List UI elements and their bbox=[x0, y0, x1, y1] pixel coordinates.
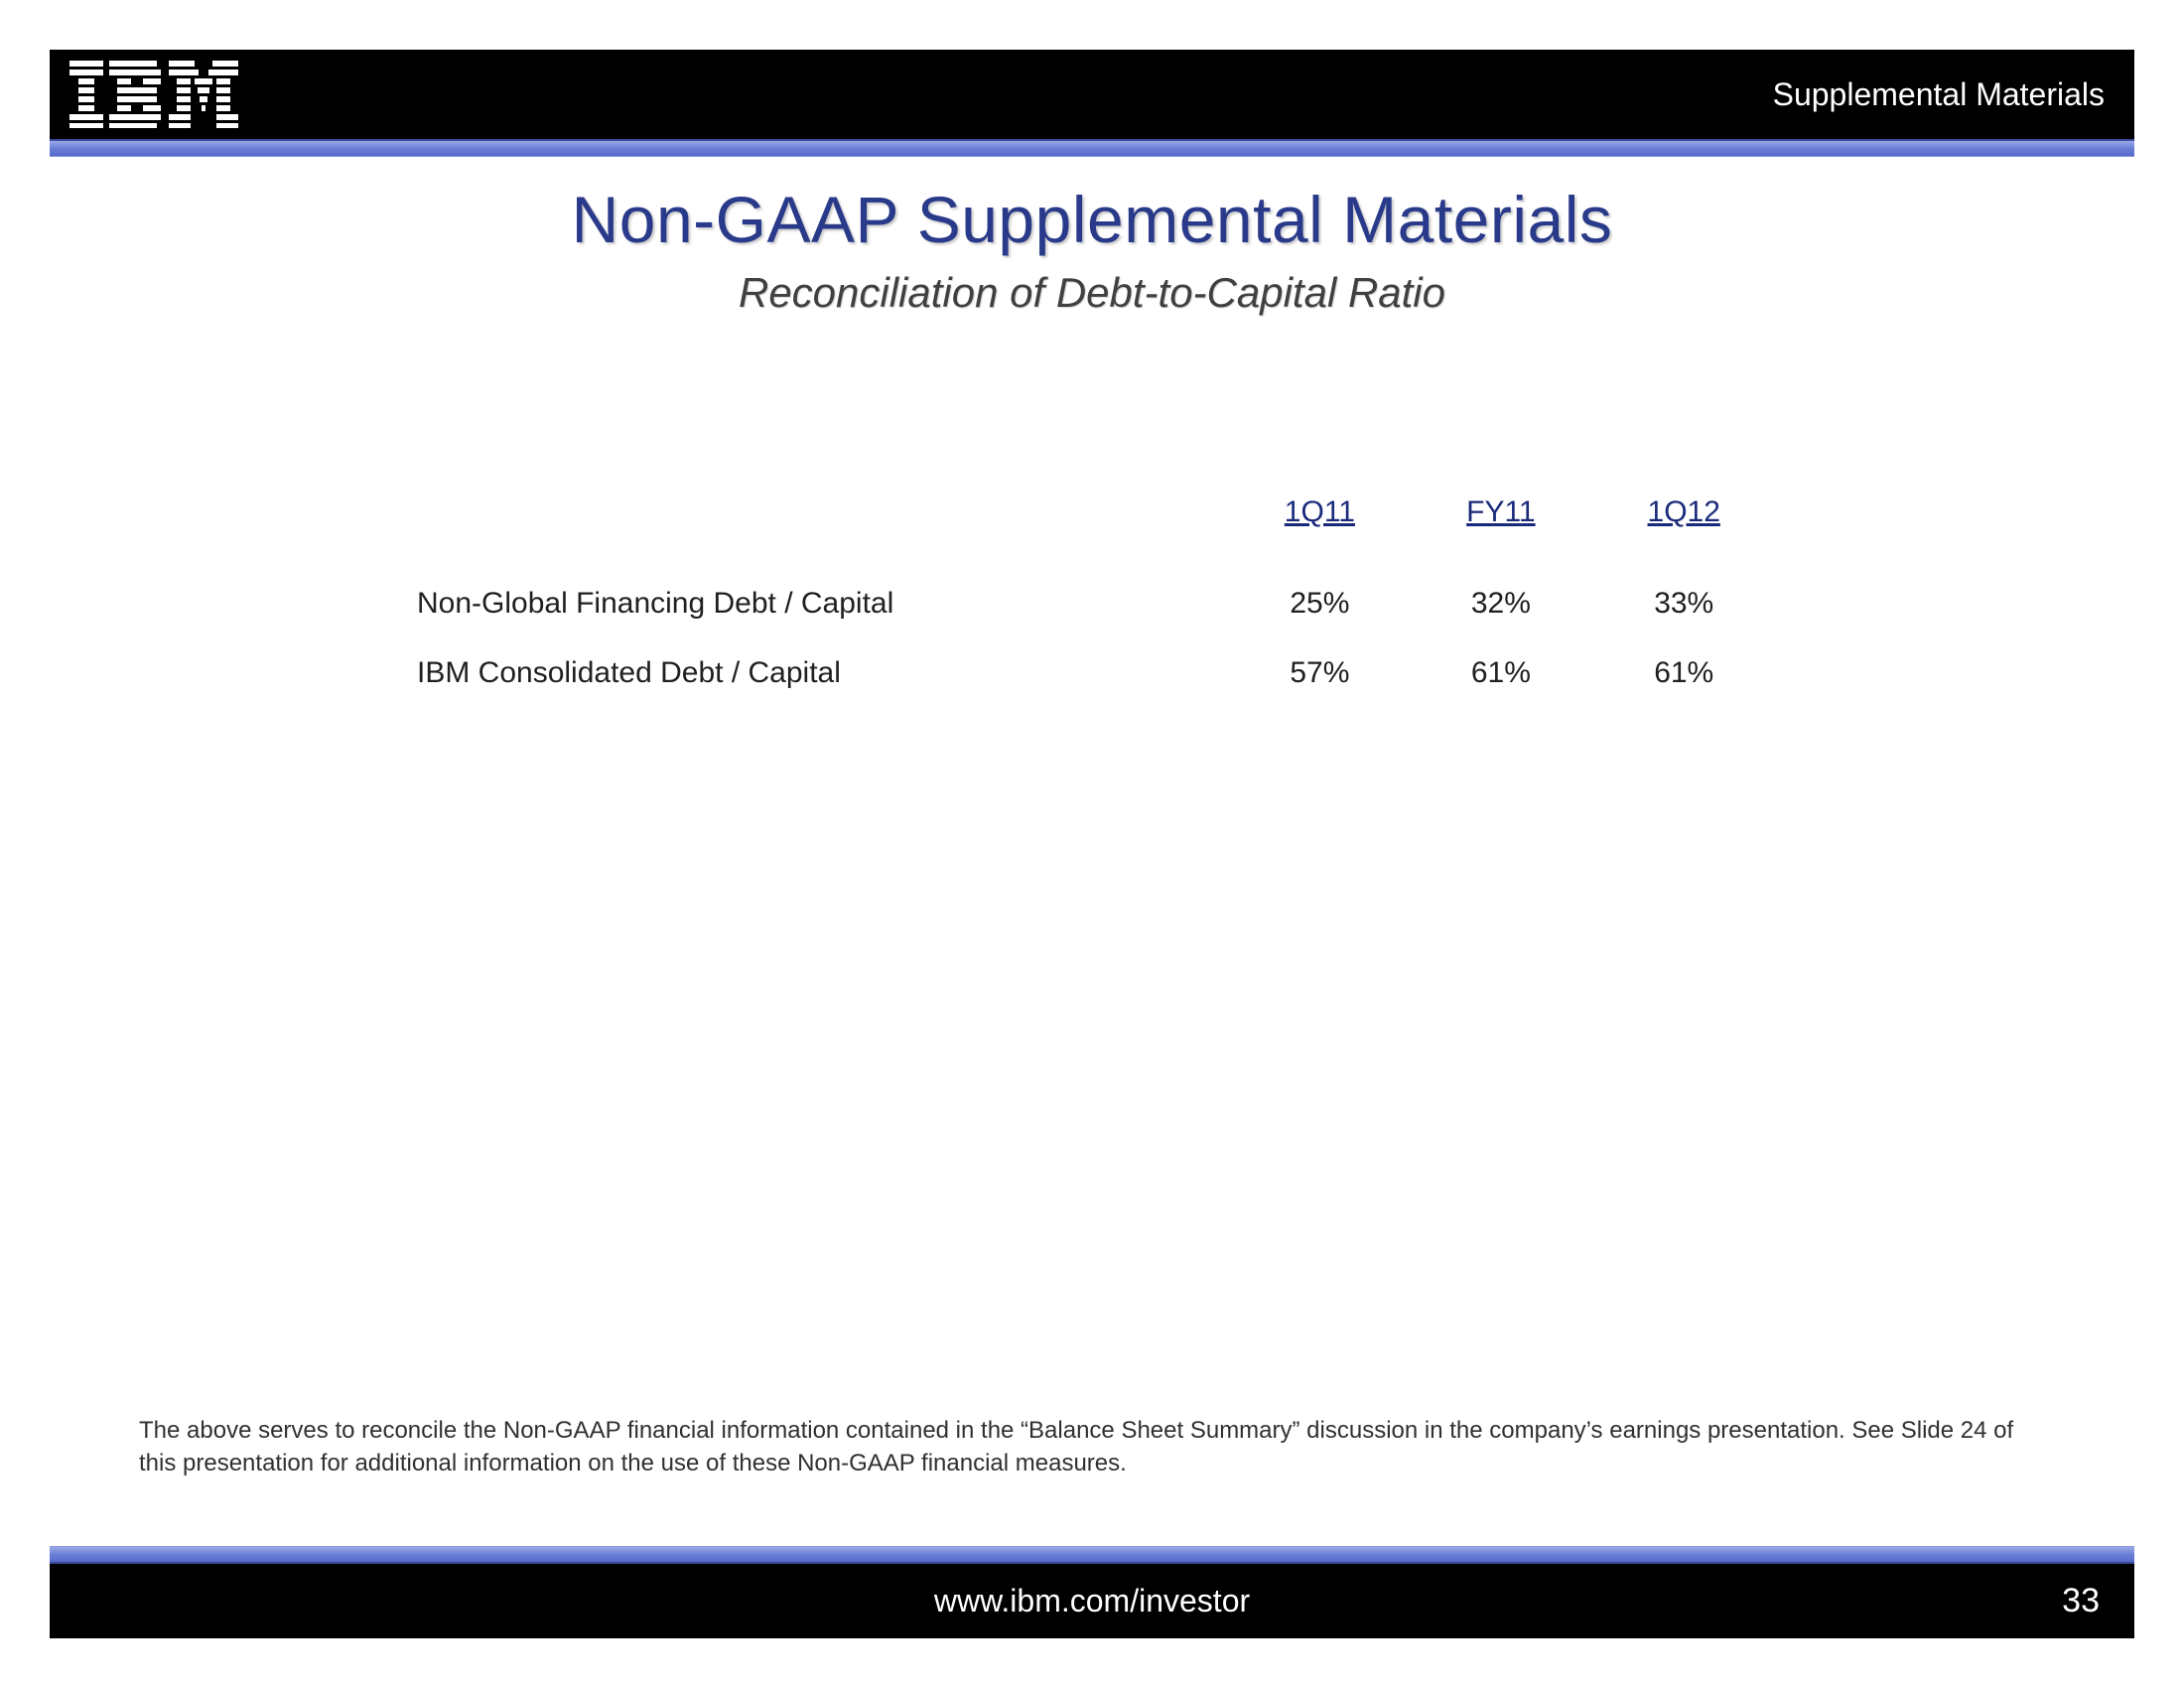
header-section-label: Supplemental Materials bbox=[1773, 76, 2105, 113]
table-cell: 61% bbox=[1590, 638, 1777, 708]
page-number: 33 bbox=[2062, 1582, 2100, 1620]
footnote-text: The above serves to reconcile the Non-GA… bbox=[139, 1415, 2045, 1479]
ratio-table: 1Q11 FY11 1Q12 Non-Global Financing Debt… bbox=[407, 486, 1777, 708]
header-bar: Supplemental Materials bbox=[50, 50, 2134, 139]
page-title: Non-GAAP Supplemental Materials bbox=[0, 182, 2184, 257]
table-header-cell: 1Q11 bbox=[1228, 486, 1411, 569]
footer-url: www.ibm.com/investor bbox=[934, 1583, 1250, 1619]
table-header-row: 1Q11 FY11 1Q12 bbox=[407, 486, 1777, 569]
header-accent-stripe bbox=[50, 139, 2134, 157]
page-subtitle: Reconciliation of Debt-to-Capital Ratio bbox=[0, 269, 2184, 317]
footer-bar: www.ibm.com/investor 33 bbox=[50, 1564, 2134, 1638]
table-cell: 33% bbox=[1590, 569, 1777, 638]
table-header-blank bbox=[407, 486, 1228, 569]
table-cell: 32% bbox=[1411, 569, 1590, 638]
table-header-cell: 1Q12 bbox=[1590, 486, 1777, 569]
title-area: Non-GAAP Supplemental Materials Reconcil… bbox=[0, 182, 2184, 317]
ibm-logo bbox=[69, 61, 238, 128]
slide: Supplemental Materials Non-GAAP Suppleme… bbox=[0, 0, 2184, 1688]
table-header-cell: FY11 bbox=[1411, 486, 1590, 569]
table-cell: 57% bbox=[1228, 638, 1411, 708]
row-label: Non-Global Financing Debt / Capital bbox=[407, 569, 1228, 638]
footer-accent-stripe bbox=[50, 1546, 2134, 1564]
row-label: IBM Consolidated Debt / Capital bbox=[407, 638, 1228, 708]
table-row: Non-Global Financing Debt / Capital 25% … bbox=[407, 569, 1777, 638]
table-row: IBM Consolidated Debt / Capital 57% 61% … bbox=[407, 638, 1777, 708]
table-cell: 25% bbox=[1228, 569, 1411, 638]
table-cell: 61% bbox=[1411, 638, 1590, 708]
